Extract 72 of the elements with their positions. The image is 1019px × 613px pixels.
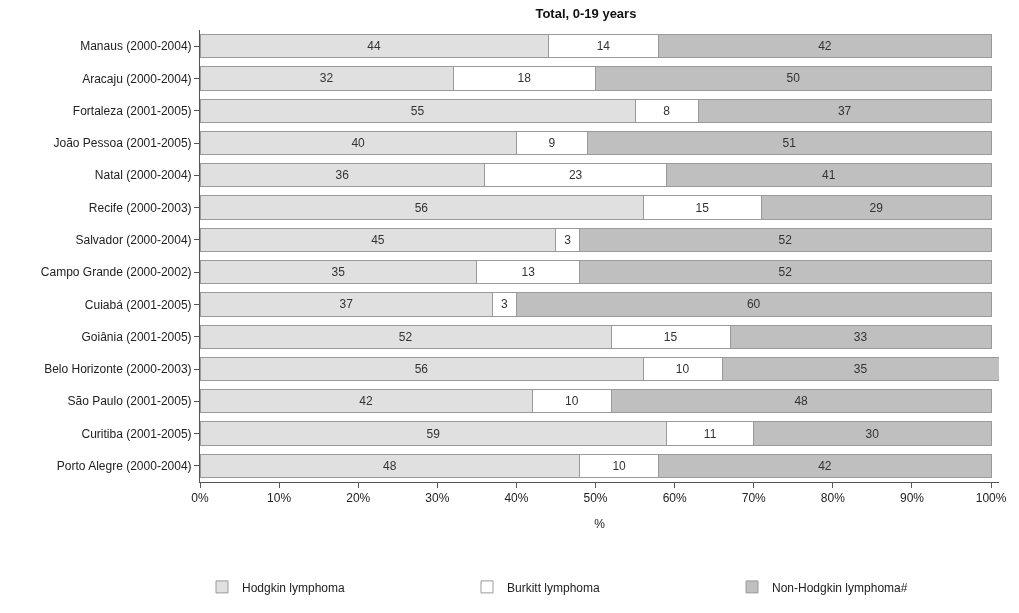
data-label: 51 (782, 136, 797, 150)
data-label: 45 (371, 232, 385, 247)
data-label: 30 (865, 426, 880, 441)
data-label: 29 (869, 200, 884, 215)
data-label: 40 (351, 136, 366, 150)
y-tick-label: Porto Alegre (2000-2004) (56, 459, 192, 474)
y-tick-label: João Pessoa (2001-2005) (53, 136, 192, 151)
data-label: 11 (703, 426, 717, 441)
data-label: 52 (398, 329, 413, 344)
x-tick-label: 80% (820, 491, 846, 506)
x-tick-label: 40% (504, 491, 529, 506)
y-tick-label: Goiânia (2001-2005) (81, 329, 192, 344)
x-tick-label: 10% (267, 491, 292, 506)
y-tick-label: Curitiba (2001-2005) (81, 426, 192, 441)
chart-title: Total, 0-19 years (535, 6, 637, 22)
data-label: 33 (853, 329, 868, 344)
y-tick-label: Salvador (2000-2004) (75, 233, 192, 248)
y-tick-label: Fortaleza (2001-2005) (72, 103, 192, 118)
y-tick-label: Natal (2000-2004) (94, 168, 192, 183)
data-label: 50 (786, 71, 801, 86)
x-tick-label: 0% (191, 491, 209, 506)
data-label: 52 (778, 232, 793, 247)
y-tick-label: Belo Horizonte (2000-2003) (44, 362, 192, 377)
y-tick-label: Cuiabá (2001-2005) (84, 297, 192, 312)
data-label: 35 (853, 362, 868, 376)
data-label: 10 (564, 394, 579, 409)
data-label: 35 (331, 265, 346, 280)
y-tick-label: São Paulo (2001-2005) (67, 394, 192, 409)
data-label: 42 (818, 39, 832, 54)
data-label: 60 (746, 297, 761, 312)
data-label: 42 (818, 458, 832, 473)
data-label: 48 (794, 394, 809, 409)
data-label: 13 (521, 265, 536, 280)
data-label: 52 (778, 265, 793, 280)
data-label: 14 (596, 39, 611, 54)
data-label: 15 (663, 329, 678, 344)
x-tick-label: 20% (346, 491, 371, 506)
data-label: 8 (663, 103, 671, 118)
data-label: 3 (501, 297, 509, 312)
data-label: 59 (426, 426, 441, 441)
data-label: 42 (359, 394, 373, 409)
legend-label: Hodgkin lymphoma (242, 580, 346, 595)
data-label: 15 (695, 200, 710, 215)
y-tick-label: Campo Grande (2000-2002) (40, 265, 192, 280)
data-label: 41 (822, 168, 836, 183)
legend-label: Non-Hodgkin lymphoma# (772, 580, 908, 595)
data-label: 9 (548, 136, 556, 150)
data-label: 56 (414, 200, 429, 215)
data-label: 10 (612, 458, 627, 473)
y-tick-label: Recife (2000-2003) (88, 200, 192, 215)
data-label: 36 (335, 168, 350, 183)
data-label: 37 (837, 103, 852, 118)
data-label: 32 (319, 71, 334, 86)
data-label: 10 (675, 362, 690, 376)
x-tick-label: 30% (425, 491, 450, 506)
x-tick-label: 50% (583, 491, 608, 506)
data-label: 44 (367, 39, 381, 54)
x-tick-label: 60% (662, 491, 687, 506)
x-axis-title: % (594, 517, 606, 531)
data-label: 56 (414, 362, 429, 376)
data-label: 37 (339, 297, 354, 312)
data-label: 3 (564, 232, 572, 247)
data-label: 48 (383, 458, 397, 473)
x-tick-label: 70% (741, 491, 767, 506)
data-label: 55 (410, 103, 425, 118)
legend-label: Burkitt lymphoma (507, 580, 601, 595)
x-tick-label: 100% (975, 491, 1007, 506)
x-tick-label: 90% (899, 491, 925, 506)
y-tick-label: Manaus (2000-2004) (80, 39, 192, 54)
y-tick-label: Aracaju (2000-2004) (82, 71, 192, 86)
data-label: 18 (517, 71, 532, 86)
data-label: 23 (568, 168, 583, 183)
